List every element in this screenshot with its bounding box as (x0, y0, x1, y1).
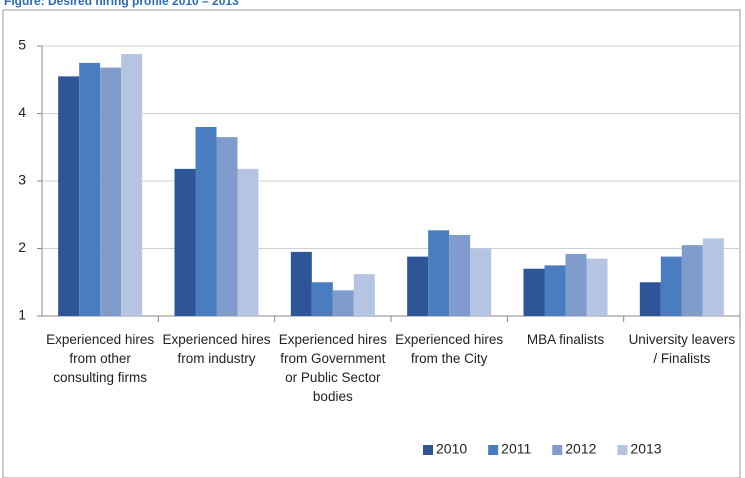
legend-swatch (552, 445, 563, 455)
x-tick-label: University leavers / Finalists (628, 332, 736, 366)
bar (290, 251, 312, 316)
bar (195, 127, 217, 316)
chart-frame (2, 9, 741, 478)
y-tick-label: 3 (18, 172, 26, 188)
bar (586, 258, 608, 316)
bar (523, 268, 545, 316)
bar (79, 62, 101, 316)
x-tick-label: MBA finalists (526, 332, 605, 347)
legend-label: 2010 (436, 441, 467, 457)
legend-swatch (488, 445, 499, 455)
legend-label: 2011 (501, 441, 531, 457)
bar (470, 248, 492, 316)
bar (660, 256, 682, 316)
bar (216, 137, 238, 316)
bar (121, 54, 143, 316)
y-tick-label: 2 (18, 239, 26, 255)
bar (353, 274, 375, 316)
bar (407, 256, 429, 316)
bar (639, 282, 661, 316)
bar (681, 245, 703, 316)
chart-title: Figure: Desired hiring profile 2010 – 20… (4, 0, 239, 8)
x-tick-label: Experienced hires from other consulting … (46, 332, 155, 385)
bar (174, 168, 196, 316)
x-tick-label: Experienced hires from industry (162, 332, 271, 366)
bar (544, 265, 566, 316)
bar (237, 168, 259, 316)
bar (702, 238, 724, 316)
y-tick-label: 1 (18, 307, 26, 323)
bar (428, 230, 450, 316)
bar (311, 282, 333, 316)
legend-swatch (423, 445, 433, 455)
y-tick-label: 5 (18, 37, 26, 53)
legend-swatch (617, 445, 628, 455)
bar (100, 67, 122, 316)
x-tick-label: Experienced hires from the City (395, 332, 504, 366)
y-tick-label: 4 (18, 104, 26, 120)
legend-label: 2013 (630, 441, 661, 457)
x-tick-label: Experienced hires from Government or Pub… (278, 332, 387, 404)
bar (449, 235, 471, 316)
legend-label: 2012 (565, 441, 596, 457)
bar (58, 76, 80, 316)
bar (332, 290, 354, 316)
bar (565, 253, 587, 316)
